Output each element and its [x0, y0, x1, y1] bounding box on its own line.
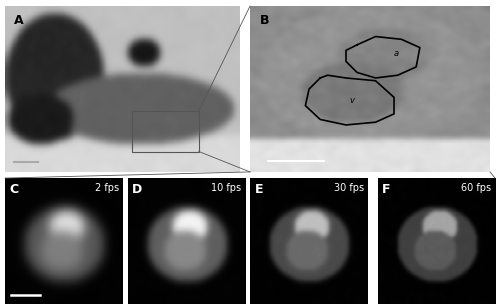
Text: D: D	[132, 183, 142, 196]
Text: a: a	[394, 49, 399, 58]
Text: 10 fps: 10 fps	[212, 183, 242, 193]
Text: 30 fps: 30 fps	[334, 183, 364, 193]
Text: F: F	[382, 183, 390, 196]
Bar	[132, 111, 199, 152]
Text: v: v	[350, 96, 354, 105]
Text: 2 fps: 2 fps	[95, 183, 119, 193]
Text: A: A	[14, 14, 24, 27]
Text: 60 fps: 60 fps	[462, 183, 492, 193]
Text: B: B	[260, 14, 269, 27]
Text: E: E	[254, 183, 263, 196]
Text: C: C	[10, 183, 19, 196]
